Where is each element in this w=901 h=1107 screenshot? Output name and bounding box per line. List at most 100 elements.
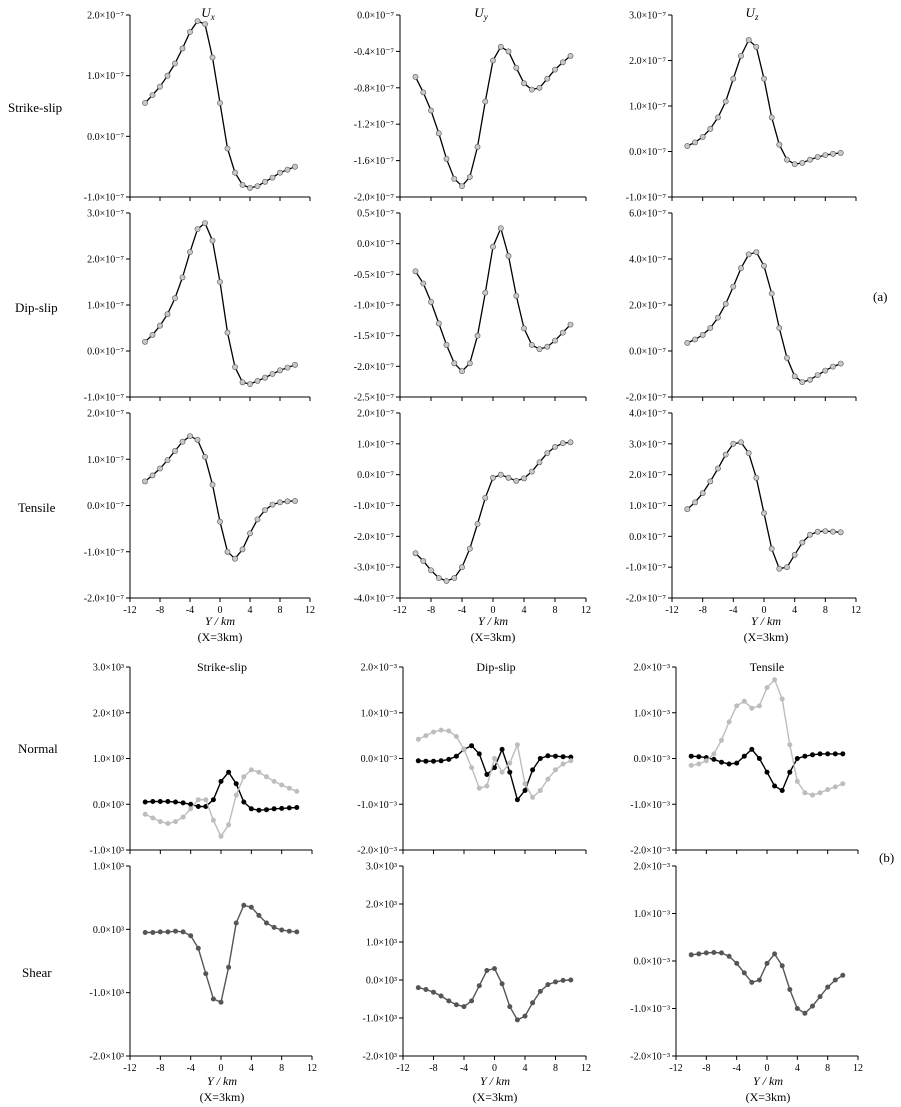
data-point bbox=[180, 929, 186, 935]
data-point bbox=[817, 994, 823, 1000]
data-point bbox=[794, 778, 800, 784]
panel-a-ss-ux: -1.0×10⁻⁷ 0.0×10⁻⁷ 1.0×10⁻⁷ 2.0×10⁻⁷ bbox=[84, 11, 311, 204]
data-point bbox=[787, 769, 793, 775]
data-point bbox=[233, 920, 239, 926]
data-point bbox=[286, 805, 292, 811]
data-point bbox=[279, 782, 285, 788]
data-point bbox=[292, 361, 298, 368]
data-point bbox=[726, 761, 732, 767]
data-point bbox=[438, 727, 444, 733]
y-tick-label: -1.0×10⁻⁷ bbox=[84, 393, 125, 404]
data-point bbox=[294, 788, 300, 794]
data-point bbox=[692, 139, 698, 146]
data-point bbox=[157, 798, 163, 804]
x-tick-label: -12 bbox=[393, 605, 406, 616]
x-tick-label: 0 bbox=[491, 605, 496, 616]
b-col-title-tensile: Tensile bbox=[750, 660, 784, 674]
y-tick-label: -2.0×10⁻⁷ bbox=[354, 532, 395, 543]
data-point bbox=[684, 506, 691, 513]
y-tick-label: -2.0×10³ bbox=[363, 1052, 397, 1063]
data-point bbox=[203, 797, 209, 803]
data-point bbox=[711, 949, 717, 955]
xlabel-a-col2: Y / km (X=3km) bbox=[471, 614, 516, 644]
data-point bbox=[476, 751, 482, 757]
data-point bbox=[218, 999, 224, 1005]
y-tick-label: 3.0×10³ bbox=[93, 663, 124, 674]
data-point bbox=[730, 440, 737, 447]
y-tick-label: 2.0×10⁻⁷ bbox=[629, 301, 666, 312]
data-point bbox=[559, 440, 566, 447]
data-point bbox=[768, 290, 775, 297]
data-point bbox=[768, 114, 775, 121]
y-tick-label: 3.0×10⁻⁷ bbox=[87, 209, 124, 220]
data-point bbox=[484, 771, 490, 777]
y-tick-label: -1.0×10⁻⁷ bbox=[84, 193, 125, 204]
data-point bbox=[469, 765, 475, 771]
data-point bbox=[209, 481, 216, 488]
xcond: (X=3km) bbox=[744, 630, 789, 644]
x-tick-label: -4 bbox=[458, 605, 466, 616]
data-point bbox=[217, 279, 223, 285]
data-point bbox=[165, 798, 171, 804]
y-tick-label: 2.0×10⁻⁷ bbox=[629, 470, 666, 481]
data-point bbox=[149, 92, 156, 98]
data-point bbox=[469, 998, 475, 1004]
data-point bbox=[688, 762, 694, 768]
x-tick-label: 4 bbox=[795, 1063, 800, 1074]
data-point bbox=[513, 292, 520, 299]
data-point bbox=[745, 37, 752, 43]
data-point bbox=[224, 145, 231, 152]
data-point bbox=[277, 367, 283, 374]
y-tick-label: -1.0×10⁻³ bbox=[357, 800, 397, 811]
x-tick-label: 12 bbox=[581, 1063, 591, 1074]
data-point bbox=[142, 478, 148, 485]
x-tick-label: -12 bbox=[123, 605, 136, 616]
data-point bbox=[779, 787, 785, 793]
series-line-curve bbox=[144, 435, 296, 560]
y-tick-label: -2.0×10⁻³ bbox=[630, 1052, 670, 1063]
data-point bbox=[157, 819, 163, 825]
data-point bbox=[738, 439, 744, 446]
data-point bbox=[692, 336, 698, 343]
data-point bbox=[420, 280, 427, 287]
data-point bbox=[787, 742, 793, 748]
data-point bbox=[779, 963, 785, 969]
data-point bbox=[772, 677, 778, 683]
y-tick-label: 2.0×10³ bbox=[366, 900, 397, 911]
x-tick-label: 0 bbox=[765, 1063, 770, 1074]
data-point bbox=[164, 72, 171, 79]
y-tick-label: 0.0×10⁻⁷ bbox=[629, 347, 666, 358]
x-tick-label: -8 bbox=[429, 1063, 437, 1074]
data-point bbox=[446, 998, 452, 1004]
data-point bbox=[284, 364, 291, 371]
xcond: (X=3km) bbox=[198, 630, 243, 644]
data-point bbox=[218, 833, 224, 839]
data-point bbox=[794, 1005, 800, 1011]
data-point bbox=[776, 565, 783, 572]
x-tick-label: -8 bbox=[702, 1063, 710, 1074]
data-point bbox=[172, 295, 178, 301]
data-point bbox=[499, 746, 505, 752]
data-point bbox=[286, 928, 292, 934]
data-point bbox=[194, 18, 201, 24]
data-point bbox=[730, 283, 737, 290]
data-point bbox=[756, 977, 762, 983]
y-tick-label: -2.0×10⁻⁷ bbox=[84, 594, 125, 605]
data-point bbox=[466, 360, 473, 367]
data-point bbox=[292, 163, 298, 170]
data-point bbox=[807, 156, 813, 163]
x-tick-label: -8 bbox=[156, 605, 164, 616]
data-point bbox=[423, 733, 429, 739]
data-point bbox=[830, 363, 836, 370]
data-point bbox=[718, 950, 724, 956]
data-point bbox=[761, 75, 767, 82]
part-a-label: (a) bbox=[873, 289, 887, 304]
data-point bbox=[164, 311, 171, 318]
data-point bbox=[415, 736, 421, 742]
data-point bbox=[195, 803, 201, 809]
data-point bbox=[794, 755, 800, 761]
data-point bbox=[256, 769, 262, 775]
y-tick-label: 2.0×10⁻⁷ bbox=[357, 409, 394, 420]
data-point bbox=[172, 60, 178, 67]
